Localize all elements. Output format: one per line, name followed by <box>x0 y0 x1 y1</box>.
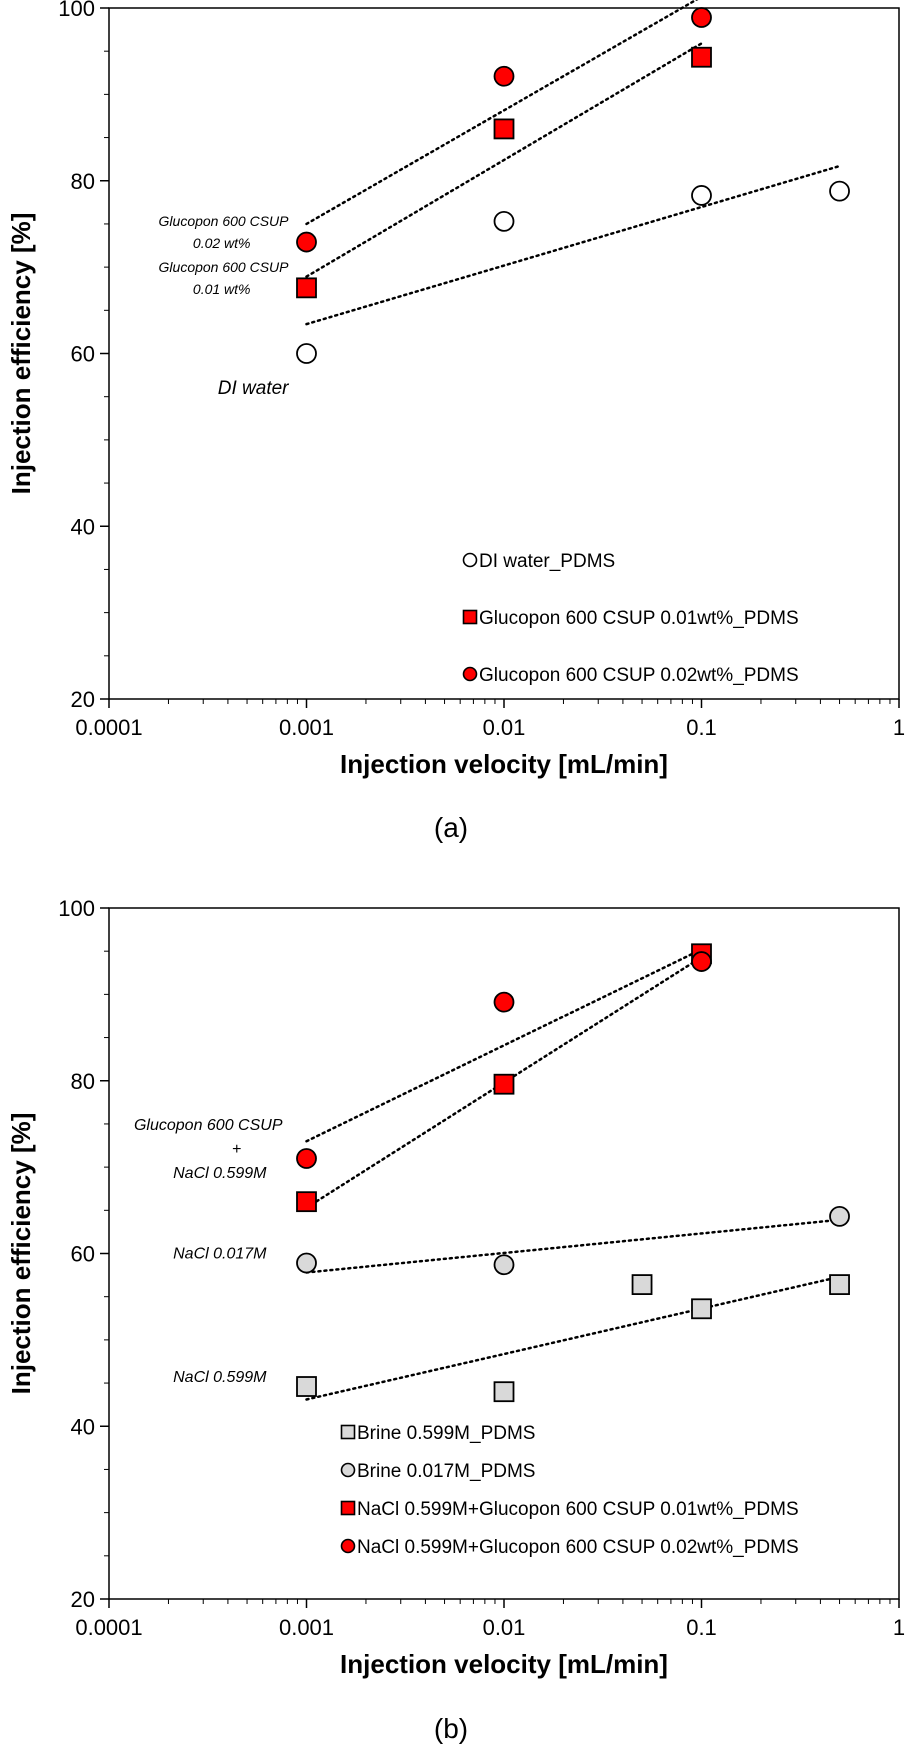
data-annotation: DI water <box>218 378 289 399</box>
trendline <box>305 42 703 278</box>
legend-entry: Glucopon 600 CSUP 0.02wt%_PDMS <box>479 665 799 686</box>
data-annotation: NaCl 0.017M <box>173 1246 267 1263</box>
x-tick-label: 0.1 <box>686 1615 717 1640</box>
x-tick-label: 0.001 <box>279 715 334 740</box>
legend-marker-circle <box>462 552 478 568</box>
y-axis-title: Injection efficiency [%] <box>6 213 36 495</box>
legend-marker-square <box>340 1424 356 1440</box>
data-point-square <box>493 118 515 140</box>
x-tick-label: 0.01 <box>483 1615 526 1640</box>
data-point-circle <box>493 210 515 232</box>
x-tick-label: 0.0001 <box>75 1615 142 1640</box>
x-tick-label: 1 <box>893 1615 905 1640</box>
y-tick-label: 60 <box>71 1242 95 1267</box>
data-annotation: 0.02 wt% <box>193 235 251 251</box>
data-point-square <box>296 277 317 299</box>
data-point-circle <box>296 343 317 364</box>
data-point-circle <box>691 951 712 972</box>
legend-entry: DI water_PDMS <box>479 551 615 572</box>
legend-marker-square <box>340 1500 356 1516</box>
data-point-square <box>691 46 712 68</box>
chart-panel-b: 0.0001 0.001 0.01 0.1 1 20 40 60 80 100 Injection … <box>6 896 905 1744</box>
y-tick-label: 60 <box>71 342 95 367</box>
data-point-circle <box>493 991 515 1013</box>
data-point-circle <box>493 65 515 87</box>
data-point-circle <box>829 180 850 202</box>
trendline <box>305 948 703 1143</box>
legend-marker-circle <box>462 666 478 682</box>
trendline <box>305 1275 841 1401</box>
data-point-square <box>296 1376 317 1397</box>
x-tick-label: 1 <box>893 715 905 740</box>
trendline <box>305 164 841 326</box>
data-point-circle <box>296 1252 317 1274</box>
data-annotation: + <box>232 1141 241 1158</box>
panel-label: (a) <box>434 812 468 843</box>
data-point-square <box>691 1298 712 1320</box>
trendline <box>305 0 699 226</box>
data-point-square <box>296 1191 317 1213</box>
legend-entry: Brine 0.599M_PDMS <box>357 1423 535 1444</box>
data-point-circle <box>691 185 712 206</box>
trendline <box>305 1218 841 1274</box>
x-tick-label: 0.001 <box>279 1615 334 1640</box>
y-tick-label: 80 <box>71 169 95 194</box>
legend-entry: NaCl 0.599M+Glucopon 600 CSUP 0.02wt%_PD… <box>357 1537 799 1558</box>
chart-panel-a: 0.0001 0.001 0.01 0.1 1 20 40 60 80 100 Injection … <box>6 0 905 843</box>
legend-marker-circle <box>340 1462 356 1478</box>
legend-marker-square <box>462 609 478 625</box>
x-tick-label: 0.1 <box>686 715 717 740</box>
panel-label: (b) <box>434 1713 468 1744</box>
y-tick-label: 40 <box>71 1414 95 1439</box>
data-annotation: 0.01 wt% <box>193 281 251 297</box>
x-axis-title: Injection velocity [mL/min] <box>340 749 668 779</box>
legend-entry: Glucopon 600 CSUP 0.01wt%_PDMS <box>479 608 799 629</box>
y-tick-label: 40 <box>71 514 95 539</box>
x-axis-title: Injection velocity [mL/min] <box>340 1649 668 1679</box>
y-tick-label: 80 <box>71 1069 95 1094</box>
data-annotation: Glucopon 600 CSUP <box>159 259 290 275</box>
y-axis-title: Injection efficiency [%] <box>6 1113 36 1395</box>
x-tick-label: 0.01 <box>483 715 526 740</box>
data-point-circle <box>829 1205 850 1227</box>
y-tick-label: 100 <box>58 0 95 21</box>
data-annotation: Glucopon 600 CSUP <box>159 213 290 229</box>
data-point-circle <box>493 1254 515 1276</box>
data-annotation: Glucopon 600 CSUP <box>134 1117 283 1134</box>
data-annotation: NaCl 0.599M <box>173 1165 267 1182</box>
legend-entry: NaCl 0.599M+Glucopon 600 CSUP 0.01wt%_PD… <box>357 1499 799 1520</box>
legend-entry: Brine 0.017M_PDMS <box>357 1461 535 1482</box>
x-tick-label: 0.0001 <box>75 715 142 740</box>
data-point-square <box>493 1381 515 1403</box>
data-point-circle <box>691 7 712 28</box>
data-point-square <box>631 1274 653 1295</box>
data-point-circle <box>296 1148 317 1169</box>
legend-marker-circle <box>340 1538 356 1554</box>
data-point-square <box>493 1073 515 1095</box>
y-tick-label: 20 <box>71 687 95 712</box>
data-point-circle <box>296 231 317 253</box>
y-tick-label: 100 <box>58 896 95 921</box>
plot-frame <box>108 7 900 700</box>
data-annotation: NaCl 0.599M <box>173 1369 267 1386</box>
data-point-square <box>829 1274 850 1295</box>
y-tick-label: 20 <box>71 1587 95 1612</box>
